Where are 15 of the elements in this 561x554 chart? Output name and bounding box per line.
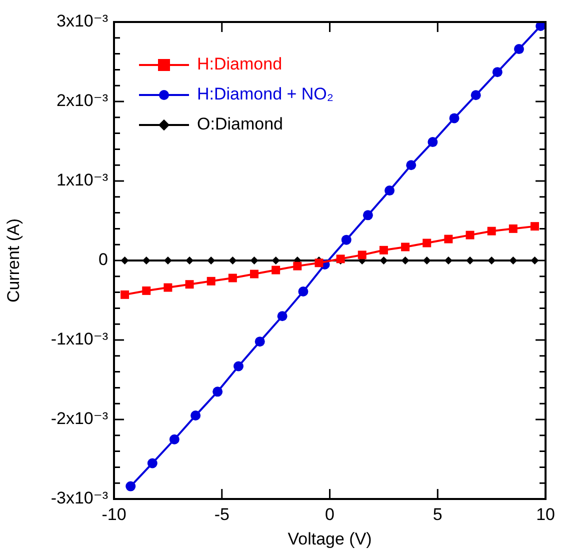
x-tick-label: 10 — [536, 504, 556, 524]
x-axis-title: Voltage (V) — [288, 529, 372, 548]
y-tick-label: 2x10⁻³ — [56, 91, 108, 110]
x-tick-label: 5 — [432, 504, 442, 524]
legend-label: O:Diamond — [197, 114, 283, 134]
y-tick-label: -1x10⁻³ — [50, 330, 108, 349]
y-tick-label: -2x10⁻³ — [50, 409, 108, 428]
y-tick-label: 1x10⁻³ — [56, 170, 108, 190]
y-tick-label: 3x10⁻³ — [56, 12, 108, 31]
x-tick-label: 0 — [325, 504, 335, 524]
y-axis-title: Current (A) — [4, 218, 23, 303]
y-tick-label: 0 — [98, 250, 108, 270]
x-tick-label: -5 — [214, 504, 230, 524]
legend-label: H:Diamond — [197, 54, 282, 74]
legend-label: H:Diamond + NO₂ — [197, 84, 334, 104]
